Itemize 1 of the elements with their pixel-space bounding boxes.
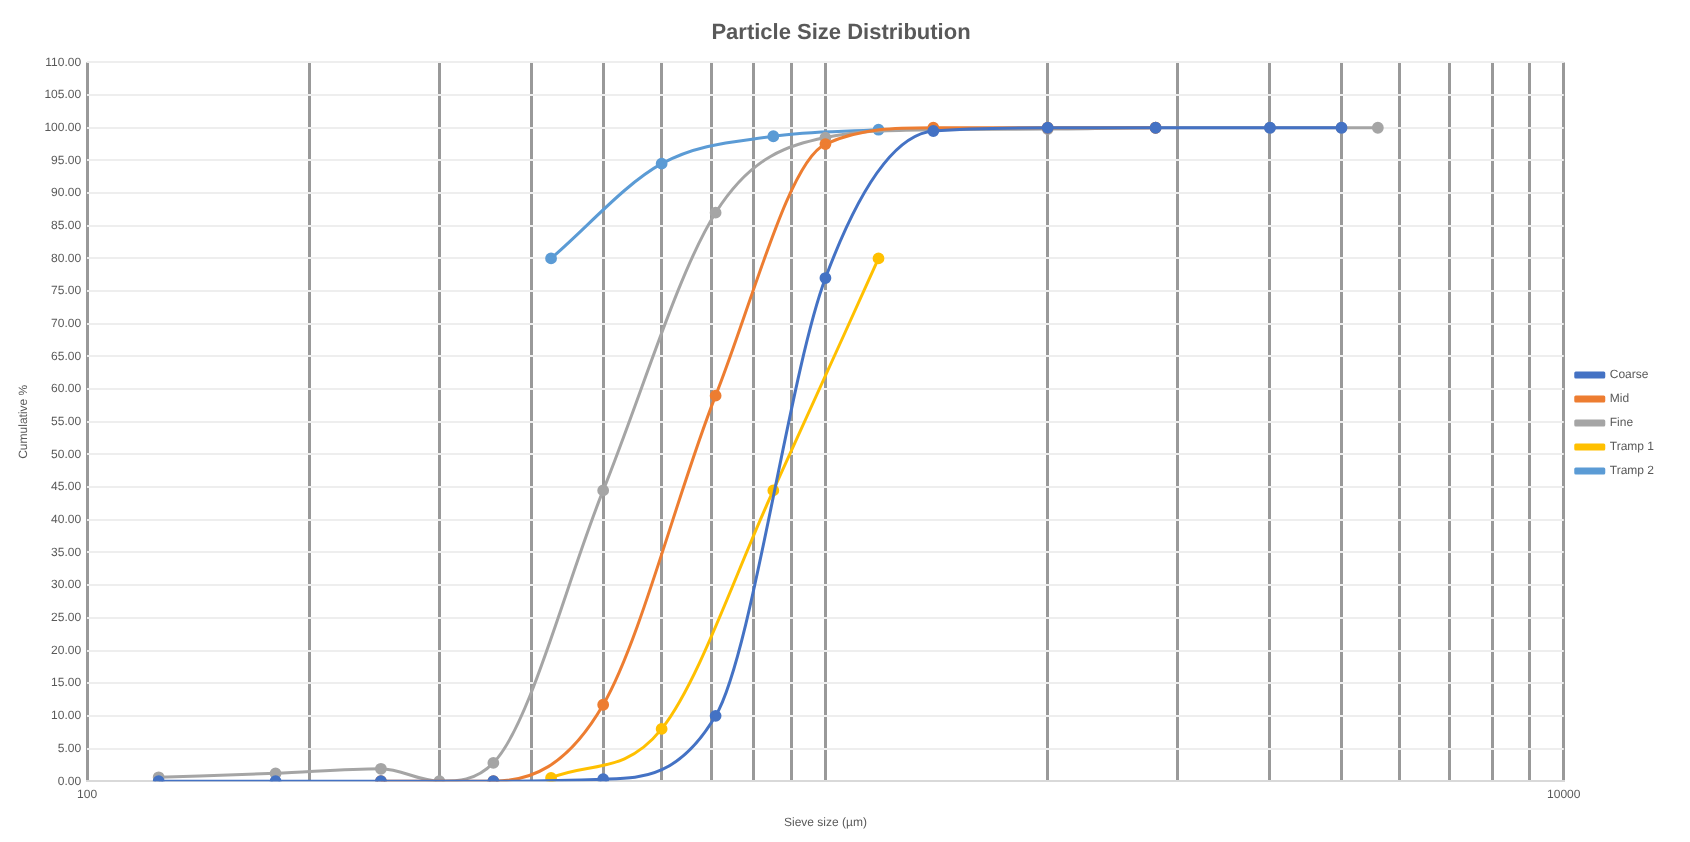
- chart-title: Particle Size Distribution: [711, 21, 972, 46]
